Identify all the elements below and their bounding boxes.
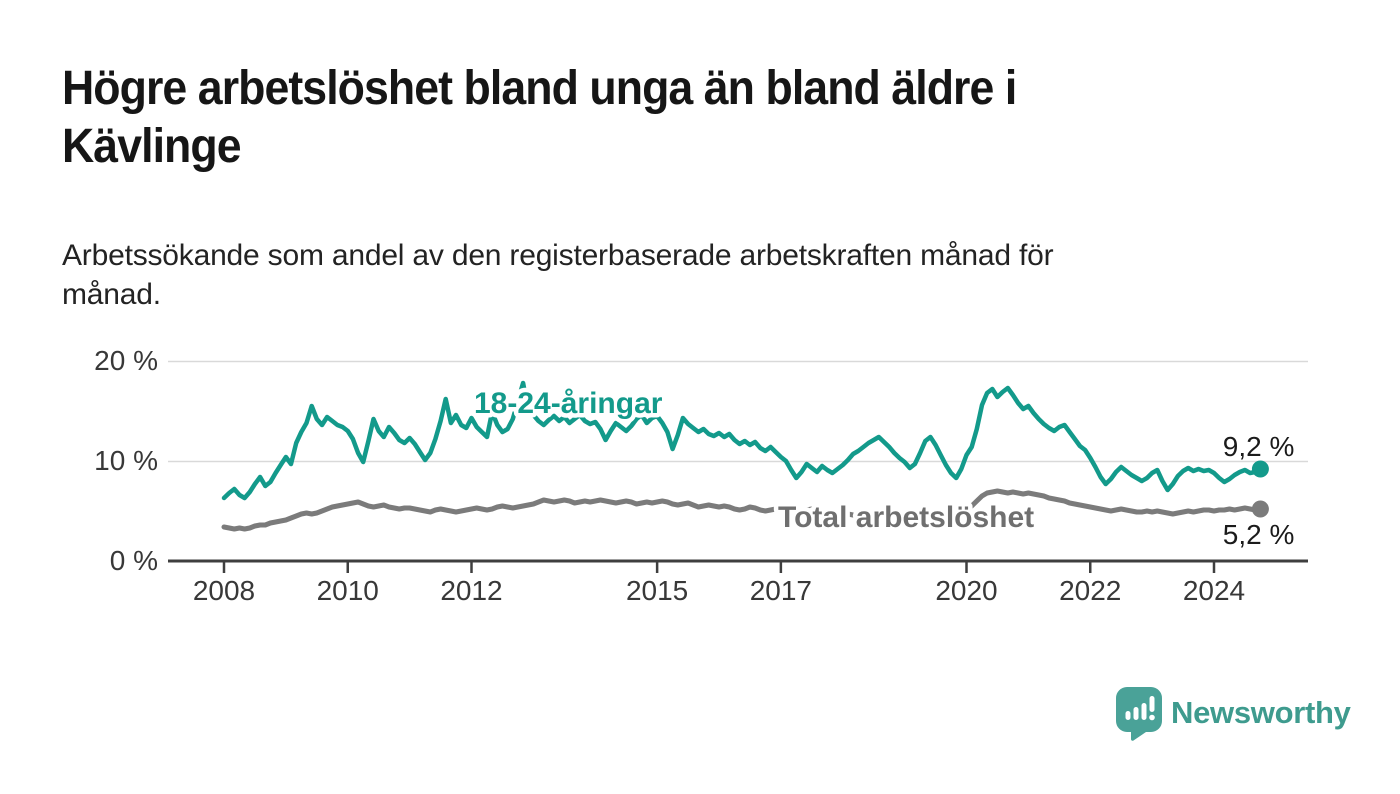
x-tick-label-2008: 2008: [193, 575, 255, 606]
series-label-total: Total arbetslöshet: [778, 501, 1034, 534]
x-tick-label-2020: 2020: [935, 575, 997, 606]
x-tick-label-2010: 2010: [317, 575, 379, 606]
x-tick-label-2024: 2024: [1183, 575, 1245, 606]
y-tick-label-0: 0 %: [110, 545, 158, 576]
newsworthy-icon-bars: [1125, 696, 1155, 721]
x-tick-label-2017: 2017: [750, 575, 812, 606]
end-value-label-young: 9,2 %: [1223, 431, 1295, 462]
series-label-young: 18-24-åringar: [474, 387, 663, 420]
y-tick-label-20: 20 %: [94, 345, 158, 376]
newsworthy-logo: Newsworthy: [1116, 687, 1351, 741]
chart-title: Högre arbetslöshet bland unga än bland ä…: [62, 60, 1234, 176]
newsworthy-icon-bubble: [1116, 687, 1162, 741]
newsworthy-icon: [1116, 687, 1162, 741]
y-tick-label-10: 10 %: [94, 445, 158, 476]
chart-subtitle-line-1: Arbetssökande som andel av den registerb…: [62, 239, 1054, 272]
x-tick-label-2015: 2015: [626, 575, 688, 606]
end-dot-young: [1251, 460, 1269, 478]
series-line-young: [221, 380, 1263, 501]
newsworthy-wordmark: Newsworthy: [1171, 694, 1351, 730]
chart-subtitle: Arbetssökande som andel av den registerb…: [62, 236, 1262, 314]
chart-subtitle-line-2: månad.: [62, 278, 161, 311]
x-tick-label-2012: 2012: [440, 575, 502, 606]
x-tick-label-2022: 2022: [1059, 575, 1121, 606]
end-value-label-total: 5,2 %: [1223, 519, 1295, 550]
series-line-total: [221, 488, 1263, 532]
end-dot-total: [1251, 500, 1269, 518]
chart-title-line-2: Kävlinge: [62, 120, 242, 173]
chart-title-line-1: Högre arbetslöshet bland unga än bland ä…: [62, 62, 1017, 115]
